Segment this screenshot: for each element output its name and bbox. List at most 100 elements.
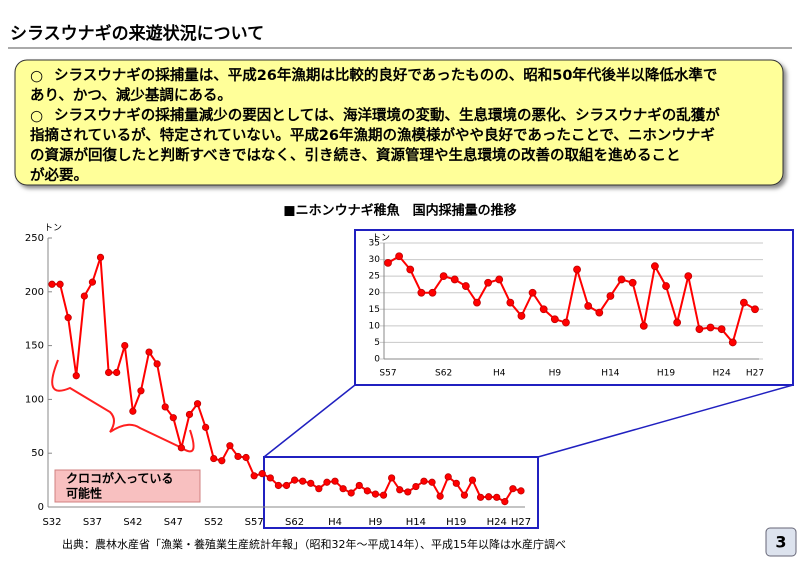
bullet-marker: ○ [30, 107, 43, 125]
data-point [639, 321, 648, 330]
data-point [595, 308, 604, 317]
connector [537, 384, 794, 458]
y-tick-label: 200 [25, 287, 44, 298]
y-tick-label: 100 [25, 394, 44, 405]
y-tick-label: 150 [25, 341, 44, 352]
data-point [339, 485, 347, 493]
x-tick-label: H27 [511, 517, 531, 528]
page-badge [765, 527, 797, 557]
slide-title: シラスウナギの来遊状況について [10, 23, 264, 44]
y-tick-label: 30 [369, 255, 381, 265]
data-point [606, 292, 615, 300]
bullet-line: 指摘されているが、特定されていない。平成26年漁期の漁模様がやや良好であったこと… [30, 126, 715, 144]
data-point [550, 315, 559, 324]
data-point [105, 368, 113, 377]
data-point [628, 278, 637, 287]
y-tick-label: 35 [369, 239, 380, 249]
data-point [161, 403, 169, 411]
data-point [347, 489, 355, 497]
data-point [72, 372, 80, 380]
data-point [728, 338, 737, 347]
data-point [388, 474, 396, 482]
data-point [153, 360, 161, 368]
x-tick-label: S47 [164, 517, 183, 528]
annotation: クロコが入っている [66, 471, 173, 486]
y-tick-label: 5 [374, 338, 380, 348]
data-point [48, 280, 56, 288]
x-tick-label: H24 [487, 517, 507, 528]
bullet-line: が必要。 [30, 166, 88, 184]
data-point [444, 473, 452, 481]
x-tick-label: S62 [435, 369, 452, 379]
x-tick-label: S62 [285, 517, 304, 528]
y-tick-label: 10 [369, 321, 381, 331]
x-tick-label: S32 [42, 517, 61, 528]
data-point [384, 258, 392, 267]
data-point [562, 318, 570, 327]
inset-frame [354, 229, 794, 386]
data-point [80, 292, 88, 300]
x-tick-label: H4 [493, 369, 506, 379]
data-point [137, 387, 145, 395]
data-point [751, 305, 759, 314]
data-point [684, 272, 693, 281]
data-point [509, 485, 517, 493]
connector [263, 384, 356, 458]
x-tick-label: H19 [657, 369, 675, 379]
data-point [169, 414, 177, 422]
y-axis-label: トン [44, 224, 62, 234]
data-point [266, 474, 274, 482]
y-tick-label: 25 [369, 272, 380, 282]
data-point [461, 282, 470, 290]
data-point [299, 477, 307, 485]
data-point [517, 487, 525, 495]
x-tick-label: H14 [601, 369, 619, 379]
x-tick-label: H19 [446, 517, 466, 528]
data-point [129, 407, 137, 415]
bullets: ○ シラスウナギの採捕量は、平成26年漁期は比較的良好であったものの、昭和50年代… [30, 66, 720, 184]
bullet-line: シラスウナギの採捕量減少の要因としては、海洋環境の変動、生息環境の悪化、シラスウ… [54, 106, 720, 124]
x-tick-label: S57 [379, 369, 396, 379]
bullet-line: シラスウナギの採捕量は、平成26年漁期は比較的良好であったものの、昭和50年代後… [54, 66, 717, 84]
data-point [404, 488, 412, 496]
data-point [501, 498, 509, 506]
x-tick-label: S37 [83, 517, 102, 528]
data-point [468, 476, 477, 484]
data-point [202, 423, 210, 431]
data-point [315, 485, 323, 493]
data-point [395, 252, 404, 261]
data-point [476, 493, 485, 501]
data-point [493, 493, 501, 501]
x-tick-label: S57 [245, 517, 264, 528]
data-point [210, 454, 218, 463]
data-point [495, 275, 504, 284]
data-point [290, 476, 299, 484]
data-point [396, 486, 404, 494]
data-point [185, 410, 194, 419]
data-point [439, 272, 448, 281]
data-point [450, 275, 459, 284]
data-point [274, 481, 283, 490]
data-point [145, 348, 153, 356]
data-point [121, 341, 129, 350]
x-tick-label: H9 [369, 517, 383, 528]
x-tick-label: H4 [328, 517, 342, 528]
data-point [234, 452, 242, 461]
y-tick-label: 15 [369, 305, 380, 315]
data-point [460, 491, 468, 499]
data-point [88, 278, 97, 286]
data-point [485, 493, 493, 501]
data-point [417, 288, 426, 297]
data-point [584, 302, 593, 310]
data-point [739, 298, 748, 307]
data-point [573, 265, 581, 274]
data-point [662, 282, 670, 290]
series-line [387, 254, 756, 345]
data-point [355, 481, 363, 490]
chart-title: ■ニホンウナギ稚魚 国内採捕量の推移 [283, 203, 516, 219]
data-point [506, 298, 515, 307]
data-point [64, 314, 72, 322]
x-tick-label: H14 [406, 517, 426, 528]
bullet-line: あり、かつ、減少基調にある。 [30, 86, 232, 104]
